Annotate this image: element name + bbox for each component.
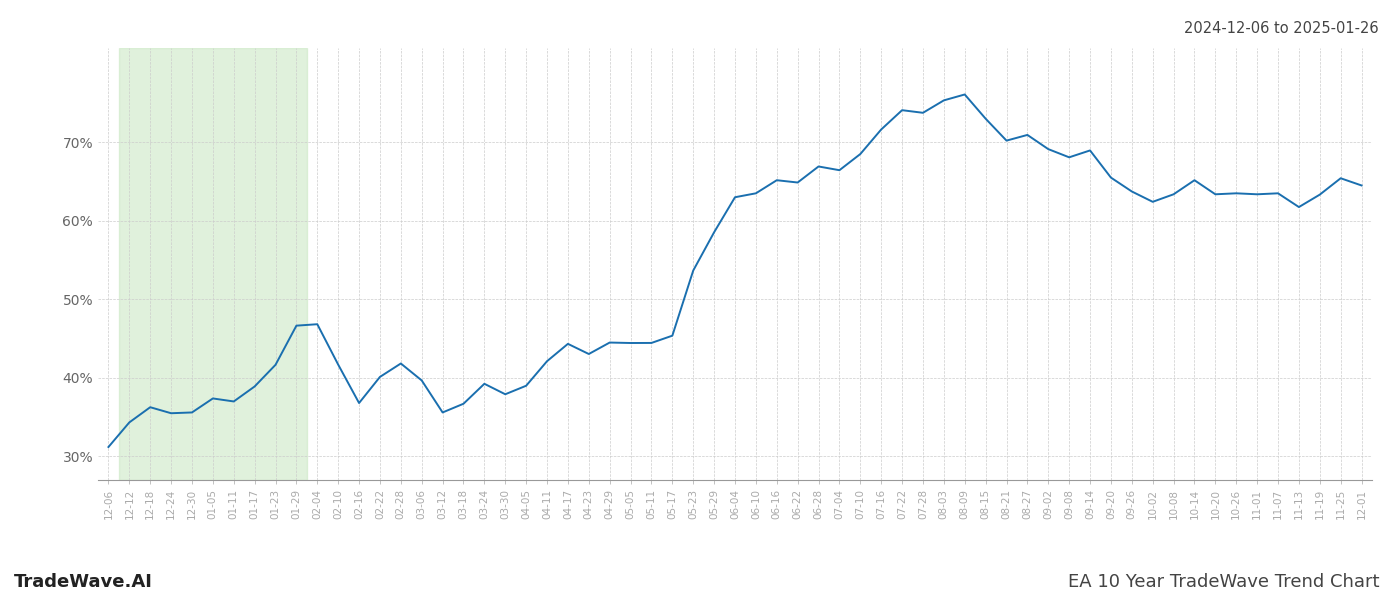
- Text: TradeWave.AI: TradeWave.AI: [14, 573, 153, 591]
- Bar: [119, 48, 307, 480]
- Text: 2024-12-06 to 2025-01-26: 2024-12-06 to 2025-01-26: [1184, 21, 1379, 36]
- Text: EA 10 Year TradeWave Trend Chart: EA 10 Year TradeWave Trend Chart: [1067, 573, 1379, 591]
